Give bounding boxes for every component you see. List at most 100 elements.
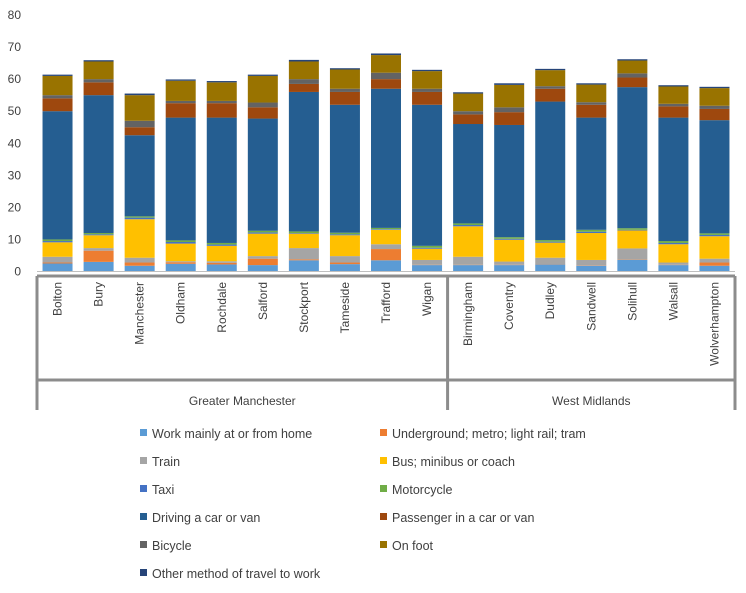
bar-segment	[371, 227, 401, 230]
bar-segment	[288, 233, 319, 249]
y-tick-label: 30	[8, 168, 22, 182]
bar-segment	[412, 247, 443, 249]
bar-segment	[329, 234, 360, 236]
bar-segment	[453, 226, 484, 257]
bar-segment	[206, 244, 237, 246]
x-tick-label: Wigan	[420, 282, 434, 316]
bar-segment	[124, 262, 155, 266]
bars	[42, 53, 730, 272]
bar-segment	[699, 105, 730, 109]
bar-segment	[371, 229, 401, 245]
legend-label: On foot	[392, 539, 434, 553]
bar-segment	[535, 88, 566, 102]
bar-segment	[247, 232, 278, 234]
bar-segment	[576, 102, 607, 105]
bar-segment	[124, 135, 155, 217]
bar-segment	[124, 95, 155, 121]
bar-segment	[412, 104, 443, 246]
legend-label: Train	[152, 455, 180, 469]
bar-segment	[453, 93, 484, 112]
legend-swatch	[380, 457, 387, 464]
bar-segment	[247, 233, 278, 257]
x-tick-label: Walsall	[666, 282, 680, 320]
y-tick-label: 10	[8, 232, 22, 246]
bar-segment	[494, 265, 525, 272]
bar-segment	[247, 107, 278, 119]
bar-segment	[42, 241, 73, 243]
group-label: West Midlands	[552, 394, 630, 408]
bar-segment	[42, 111, 73, 240]
bar-segment	[576, 259, 607, 266]
bar-segment	[494, 237, 525, 239]
bar-segment	[206, 103, 237, 118]
bar-segment	[453, 92, 484, 94]
bar-segment	[83, 250, 114, 262]
bar-segment	[535, 242, 566, 258]
bar-segment	[699, 86, 730, 89]
bar-segment	[288, 83, 319, 92]
bar-segment	[371, 229, 401, 230]
bar-segment	[658, 103, 689, 107]
bar-segment	[329, 88, 360, 92]
y-axis: 0 10 20 30 40 50 60 70 80	[8, 8, 22, 279]
bar-segment	[329, 256, 360, 263]
bar-segment	[658, 117, 689, 242]
bar-segment	[453, 124, 484, 224]
legend-label: Driving a car or van	[152, 511, 260, 525]
bar-segment	[288, 91, 319, 232]
bar-segment	[658, 244, 689, 263]
legend-swatch	[140, 541, 147, 548]
x-tick-label: Rochdale	[215, 282, 229, 333]
x-tick-label: Manchester	[133, 282, 147, 345]
bar-segment	[124, 93, 155, 96]
bar-segment	[124, 219, 155, 258]
bar-segment	[288, 79, 319, 84]
legend-swatch	[140, 429, 147, 436]
bar-segment	[165, 103, 196, 118]
x-tick-label: Bolton	[51, 282, 65, 316]
bar-segment	[617, 59, 648, 61]
bar-segment	[617, 230, 648, 249]
bar-segment	[247, 75, 278, 103]
bar-segment	[412, 248, 443, 260]
y-tick-label: 0	[14, 265, 21, 279]
bar-segment	[206, 261, 237, 263]
bar-segment	[247, 256, 278, 259]
bar-segment	[206, 242, 237, 245]
bar-segment	[371, 79, 401, 89]
x-tick-label: Sandwell	[584, 282, 598, 331]
legend-swatch	[380, 485, 387, 492]
bar-segment	[617, 228, 648, 230]
bar-segment	[371, 72, 401, 80]
x-tick-label: Stockport	[297, 281, 311, 332]
x-tick-label: Tameside	[338, 282, 352, 334]
bar-segment	[371, 260, 401, 272]
bar-segment	[371, 53, 401, 56]
bar-segment	[576, 84, 607, 103]
bar-segment	[329, 232, 360, 235]
bar-segment	[576, 265, 607, 272]
bar-segment	[371, 244, 401, 250]
bar-segment	[83, 235, 114, 249]
x-tick-label: Dudley	[543, 282, 557, 319]
bar-segment	[288, 231, 319, 234]
bar-segment	[42, 74, 73, 76]
bar-segment	[699, 234, 730, 237]
bar-segment	[699, 262, 730, 266]
bar-segment	[42, 95, 73, 99]
bar-segment	[494, 239, 525, 262]
bar-segment	[658, 242, 689, 245]
bar-segment	[83, 234, 114, 236]
bar-segment	[83, 60, 114, 62]
bar-segment	[617, 73, 648, 78]
bar-segment	[247, 102, 278, 108]
bar-segment	[699, 258, 730, 263]
bar-segment	[165, 117, 196, 241]
bar-segment	[658, 106, 689, 118]
bar-segment	[206, 264, 237, 272]
legend-label: Taxi	[152, 483, 174, 497]
bar-segment	[617, 87, 648, 229]
x-tick-label: Oldham	[174, 282, 188, 324]
bar-segment	[494, 238, 525, 240]
